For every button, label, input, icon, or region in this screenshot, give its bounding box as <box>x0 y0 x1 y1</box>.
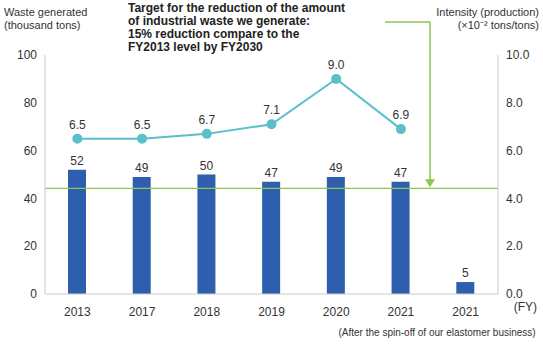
svg-text:6.0: 6.0 <box>506 144 523 158</box>
svg-text:6.5: 6.5 <box>69 118 86 132</box>
svg-text:7.1: 7.1 <box>263 103 280 117</box>
svg-text:2021: 2021 <box>388 305 415 319</box>
svg-text:(After the spin-off of our ela: (After the spin-off of our elastomer bus… <box>339 327 535 338</box>
svg-text:80: 80 <box>24 96 38 110</box>
svg-text:10.0: 10.0 <box>506 48 530 62</box>
svg-text:9.0: 9.0 <box>328 58 345 72</box>
svg-text:6.9: 6.9 <box>393 108 410 122</box>
svg-text:20: 20 <box>24 239 38 253</box>
svg-text:6.5: 6.5 <box>134 118 151 132</box>
html-text:(FY): (FY) <box>513 300 537 314</box>
svg-text:2020: 2020 <box>323 305 350 319</box>
svg-text:2.0: 2.0 <box>506 239 523 253</box>
html-text:FY2013 level by FY2030: FY2013 level by FY2030 <box>128 40 263 54</box>
html-text:of industrial waste we generat: of industrial waste we generate: <box>128 14 310 28</box>
svg-text:49: 49 <box>329 161 343 175</box>
svg-text:40: 40 <box>24 192 38 206</box>
html-text:Waste generated: Waste generated <box>4 6 88 18</box>
svg-text:2019: 2019 <box>258 305 285 319</box>
html-text:15% reduction compare to the: 15% reduction compare to the <box>128 27 300 41</box>
svg-text:0.0: 0.0 <box>506 287 523 301</box>
html-text:Intensity (production): Intensity (production) <box>436 6 539 18</box>
svg-text:52: 52 <box>70 154 84 168</box>
svg-text:8.0: 8.0 <box>506 96 523 110</box>
html-text:(×10⁻² tons/tons): (×10⁻² tons/tons) <box>457 19 539 31</box>
svg-text:0: 0 <box>30 287 37 301</box>
svg-text:2017: 2017 <box>129 305 156 319</box>
svg-text:47: 47 <box>394 166 408 180</box>
svg-text:5: 5 <box>462 266 469 280</box>
svg-text:6.7: 6.7 <box>198 113 215 127</box>
html-text:(thousand tons): (thousand tons) <box>4 19 81 31</box>
svg-text:60: 60 <box>24 144 38 158</box>
svg-text:2018: 2018 <box>193 305 220 319</box>
svg-text:4.0: 4.0 <box>506 192 523 206</box>
svg-text:2021: 2021 <box>452 305 479 319</box>
svg-text:2013: 2013 <box>64 305 91 319</box>
svg-text:50: 50 <box>200 159 214 173</box>
svg-text:47: 47 <box>264 166 278 180</box>
svg-text:49: 49 <box>135 161 149 175</box>
html-text:Target for the reduction of th: Target for the reduction of the amount <box>128 1 346 15</box>
svg-text:100: 100 <box>17 48 37 62</box>
